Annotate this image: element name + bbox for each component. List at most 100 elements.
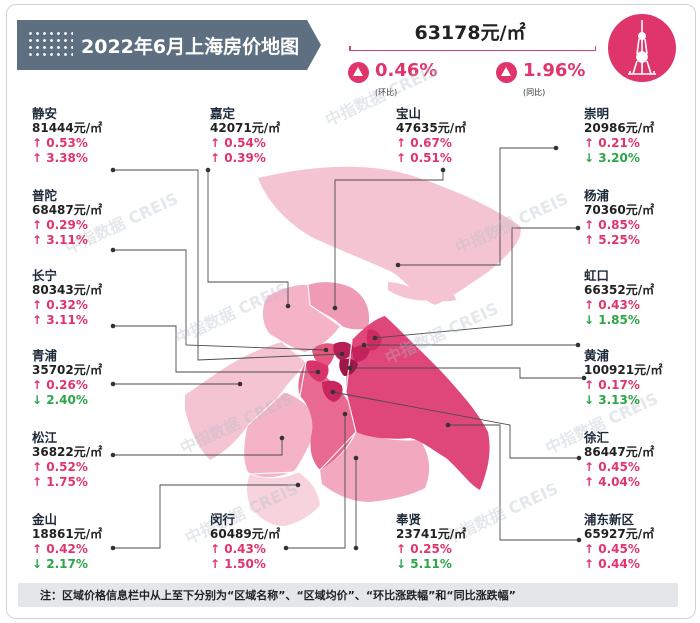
district-yoy: 3.11%: [46, 313, 88, 327]
up-arrow-icon: ↑: [584, 298, 599, 312]
up-arrow-icon: ↑: [584, 136, 599, 150]
district-price: 86447元/㎡: [584, 445, 655, 459]
district-mom: 0.21%: [598, 136, 640, 150]
district-price: 100921元/㎡: [584, 363, 663, 377]
yoy-value: 1.96%: [523, 60, 586, 81]
up-arrow-icon: ↑: [584, 460, 599, 474]
district-label-yangpu: 杨浦 70360元/㎡ ↑ 0.85% ↑ 5.25%: [584, 188, 700, 248]
district-name: 青浦: [32, 348, 58, 363]
district-mom: 0.42%: [46, 542, 88, 556]
up-arrow-icon: ↑: [32, 313, 47, 327]
district-yoy: 3.13%: [598, 393, 640, 407]
district-price: 68487元/㎡: [32, 203, 103, 217]
district-label-qingpu: 青浦 35702元/㎡ ↑ 0.26% ↓ 2.40%: [32, 348, 152, 408]
district-name: 闵行: [210, 512, 236, 527]
district-name: 浦东新区: [584, 512, 635, 527]
oriental-pearl-tower-icon: [608, 14, 676, 82]
district-yoy: 3.20%: [598, 151, 640, 165]
map-songjiang: [244, 392, 318, 478]
map-chongming: [258, 166, 521, 305]
footnote-bar: 注：区域价格信息栏中从上至下分别为“区域名称”、“区域均价”、“环比涨跌幅”和“…: [18, 583, 678, 607]
district-label-chongming: 崇明 20986元/㎡ ↑ 0.21% ↓ 3.20%: [584, 106, 700, 166]
district-mom: 0.29%: [46, 218, 88, 232]
district-name: 宝山: [396, 106, 422, 121]
district-mom: 0.43%: [224, 542, 266, 556]
district-yoy: 4.04%: [598, 475, 640, 489]
leader-jingan: [113, 169, 343, 361]
district-name: 黄浦: [584, 348, 610, 363]
up-triangle-icon: [496, 62, 517, 83]
district-price: 81444元/㎡: [32, 121, 103, 135]
district-price: 20986元/㎡: [584, 121, 655, 135]
district-label-pudong: 浦东新区 65927元/㎡ ↑ 0.45% ↑ 0.44%: [584, 512, 700, 572]
district-yoy: 5.25%: [598, 233, 640, 247]
leader-yangpu: [374, 227, 578, 339]
up-arrow-icon: ↑: [32, 298, 47, 312]
map-minhang: [298, 362, 356, 470]
district-price: 18861元/㎡: [32, 527, 103, 541]
leader-baoshan: [334, 170, 444, 308]
district-name: 普陀: [32, 188, 58, 203]
map-baoshan: [308, 282, 370, 330]
district-yoy: 5.11%: [410, 557, 452, 571]
up-arrow-icon: ↑: [32, 136, 47, 150]
district-mom: 0.45%: [598, 460, 640, 474]
map-qingpu: [185, 342, 306, 460]
leader-changning: [113, 325, 318, 373]
title-banner: 2022年6月上海房价地图: [17, 20, 307, 70]
yoy-label: (同比): [523, 88, 546, 97]
district-label-putuo: 普陀 68487元/㎡ ↑ 0.29% ↑ 3.11%: [32, 188, 152, 248]
district-price: 47635元/㎡: [396, 121, 467, 135]
district-name: 崇明: [584, 106, 610, 121]
map-small-island: [388, 282, 428, 301]
up-arrow-icon: ↑: [210, 557, 225, 571]
district-name: 长宁: [32, 268, 58, 283]
leader-putuo: [113, 249, 327, 351]
up-arrow-icon: ↑: [32, 233, 47, 247]
district-name: 徐汇: [584, 430, 610, 445]
leader-chongming: [398, 147, 556, 266]
district-mom: 0.52%: [46, 460, 88, 474]
overall-average-price: 63178元/㎡: [414, 22, 526, 44]
district-mom: 0.67%: [410, 136, 452, 150]
district-label-minhang: 闵行 60489元/㎡ ↑ 0.43% ↑ 1.50%: [210, 512, 330, 572]
district-price: 66352元/㎡: [584, 283, 655, 297]
map-fengxian: [320, 432, 430, 502]
up-arrow-icon: ↑: [210, 136, 225, 150]
district-label-fengxian: 奉贤 23741元/㎡ ↑ 0.25% ↓ 5.11%: [396, 512, 516, 572]
title-banner-tail: [307, 20, 321, 70]
district-price: 60489元/㎡: [210, 527, 281, 541]
district-label-xuhui: 徐汇 86447元/㎡ ↑ 0.45% ↑ 4.04%: [584, 430, 700, 490]
district-label-jingan: 静安 81444元/㎡ ↑ 0.53% ↑ 3.38%: [32, 106, 152, 166]
leader-jiading: [207, 170, 289, 306]
district-name: 静安: [32, 106, 58, 121]
up-arrow-icon: ↑: [32, 542, 47, 556]
district-name: 虹口: [584, 268, 610, 283]
district-label-changning: 长宁 80343元/㎡ ↑ 0.32% ↑ 3.11%: [32, 268, 152, 328]
district-label-huangpu: 黄浦 100921元/㎡ ↑ 0.17% ↓ 3.13%: [584, 348, 700, 408]
up-arrow-icon: ↑: [396, 136, 411, 150]
map-small-island: [418, 282, 456, 302]
district-mom: 0.53%: [46, 136, 88, 150]
district-name: 松江: [32, 430, 58, 445]
leader-huangpu: [350, 367, 584, 379]
district-mom: 0.17%: [598, 378, 640, 392]
up-arrow-icon: ↑: [32, 378, 47, 392]
mom-label: (环比): [375, 88, 398, 97]
district-price: 80343元/㎡: [32, 283, 103, 297]
district-price: 23741元/㎡: [396, 527, 467, 541]
district-yoy: 2.17%: [46, 557, 88, 571]
district-yoy: 2.40%: [46, 393, 88, 407]
district-price: 35702元/㎡: [32, 363, 103, 377]
down-arrow-icon: ↓: [32, 557, 47, 571]
up-arrow-icon: ↑: [210, 542, 225, 556]
leader-xuhui: [332, 391, 579, 459]
district-yoy: 0.51%: [410, 151, 452, 165]
up-arrow-icon: ↑: [584, 233, 599, 247]
district-price: 36822元/㎡: [32, 445, 103, 459]
overall-divider: [349, 46, 596, 51]
district-yoy: 3.11%: [46, 233, 88, 247]
district-label-songjiang: 松江 36822元/㎡ ↑ 0.52% ↑ 1.75%: [32, 430, 152, 490]
district-label-jinshan: 金山 18861元/㎡ ↑ 0.42% ↓ 2.17%: [32, 512, 152, 572]
district-label-baoshan: 宝山 47635元/㎡ ↑ 0.67% ↑ 0.51%: [396, 106, 516, 166]
